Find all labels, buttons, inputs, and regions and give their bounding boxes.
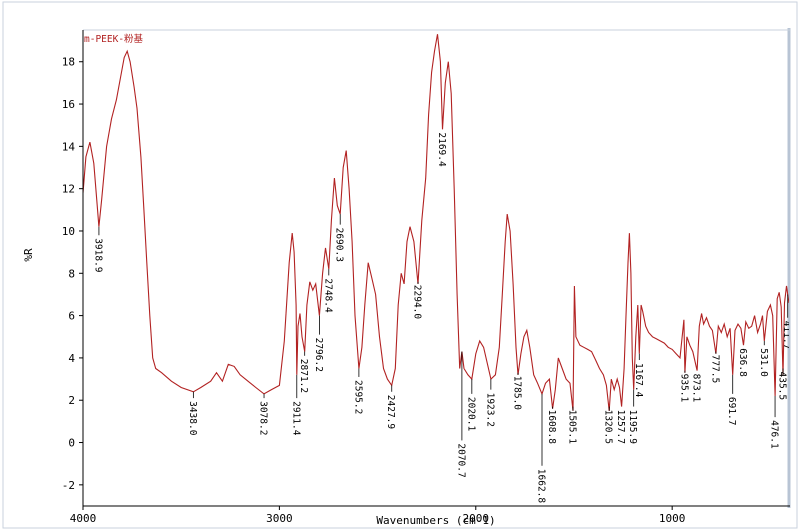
x-axis-title: Wavenumbers (cm-1) [376, 514, 495, 527]
axes-group: -2 0 2 4 6 8 10 12 14 16 18 4000 3000 2000 1000 [62, 30, 790, 525]
x-tick-label: 4000 [70, 512, 97, 525]
peak-label: 3918.9 [92, 238, 103, 273]
peak-marker-lines [98, 214, 789, 466]
peak-label: 2748.4 [322, 278, 333, 313]
y-tick-label: 8 [68, 267, 75, 280]
peak-label: 2796.2 [313, 338, 324, 372]
peak-label: 1608.8 [546, 410, 557, 445]
x-tick-label: 1000 [659, 512, 686, 525]
peak-label: 2294.0 [412, 285, 423, 320]
peak-label: 435.5 [777, 372, 788, 401]
peak-label: 935.1 [678, 374, 689, 403]
peak-label: 636.8 [737, 348, 748, 377]
peak-label: 476.1 [769, 420, 780, 449]
y-tick-label: 6 [68, 310, 75, 323]
y-tick-label: 0 [68, 437, 75, 450]
y-tick-label: 16 [62, 98, 75, 111]
peak-label: 1662.8 [536, 469, 547, 504]
peak-label: 1505.1 [567, 410, 578, 445]
peak-label: 2690.3 [334, 228, 345, 262]
peak-label: 691.7 [726, 397, 737, 426]
peak-label: 777.5 [709, 355, 720, 384]
y-axis-title: %R [22, 248, 35, 262]
y-axis-ticks: -2 0 2 4 6 8 10 12 14 16 18 [62, 56, 83, 492]
peak-label: 2070.7 [455, 443, 466, 477]
chart-title: m-PEEK-粉基 [84, 33, 144, 45]
peak-label: 2427.9 [385, 395, 396, 430]
x-axis-ticks: 4000 3000 2000 1000 [70, 506, 686, 525]
peak-label: 1195.9 [627, 410, 638, 445]
peak-label: 2911.4 [290, 401, 301, 436]
peak-label: 2169.4 [436, 132, 447, 167]
y-tick-label: -2 [62, 479, 75, 492]
peak-label: 531.0 [758, 348, 769, 377]
peak-label: 1923.2 [484, 393, 495, 427]
y-tick-label: 2 [68, 394, 75, 407]
peak-label: 2595.2 [352, 380, 363, 414]
peak-label: 2871.2 [298, 359, 309, 393]
peak-label: 1785.0 [512, 376, 523, 411]
peak-label: 3438.0 [187, 401, 198, 436]
peak-label: 411.7 [781, 321, 792, 350]
peak-label: 1320.5 [603, 410, 614, 444]
y-tick-label: 10 [62, 225, 75, 238]
x-tick-label: 3000 [266, 512, 293, 525]
spectrum-series-line [83, 34, 789, 411]
peak-label: 873.1 [691, 374, 702, 403]
spectrum-plot-area: 3918.9 3438.0 3078.2 2911.4 2871.2 2796.2 2748… [83, 34, 792, 504]
peak-label: 3078.2 [258, 401, 269, 435]
peak-label-group: 3918.9 3438.0 3078.2 2911.4 2871.2 2796.2 2748… [92, 132, 792, 504]
y-tick-label: 18 [62, 56, 75, 69]
y-tick-label: 14 [62, 140, 76, 153]
peak-label: 1167.4 [633, 363, 644, 398]
y-tick-label: 4 [68, 352, 75, 365]
y-tick-label: 12 [62, 183, 75, 196]
peak-label: 2020.1 [465, 397, 476, 432]
peak-label: 1257.7 [615, 410, 626, 444]
x-tick-label: 2000 [463, 512, 490, 525]
